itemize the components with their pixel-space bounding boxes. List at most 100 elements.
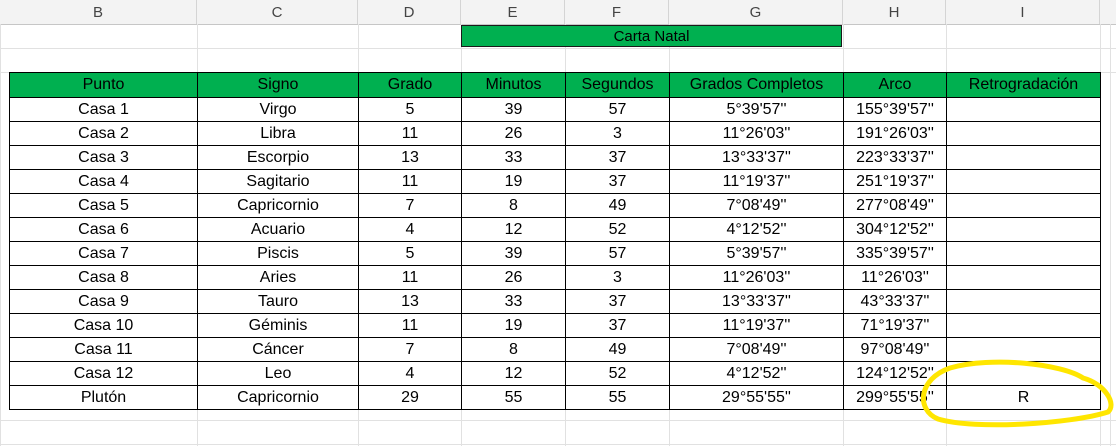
table-cell[interactable]: 5°39'57'' <box>669 97 844 122</box>
table-cell[interactable]: Acuario <box>197 217 359 242</box>
table-cell[interactable]: 33 <box>461 289 566 314</box>
table-cell[interactable] <box>946 169 1101 194</box>
table-cell[interactable]: Casa 11 <box>9 337 198 362</box>
table-cell[interactable]: 13°33'37'' <box>669 289 844 314</box>
table-cell[interactable]: 49 <box>565 337 670 362</box>
table-cell[interactable]: 12 <box>461 361 566 386</box>
table-cell[interactable]: 7 <box>358 337 462 362</box>
table-cell[interactable] <box>946 241 1101 266</box>
header-cell[interactable]: Minutos <box>461 72 566 98</box>
table-cell[interactable]: Casa 5 <box>9 193 198 218</box>
table-cell[interactable]: 335°39'57'' <box>843 241 947 266</box>
table-cell[interactable]: 11°19'37'' <box>669 313 844 338</box>
header-cell[interactable]: Retrogradación <box>946 72 1101 98</box>
table-cell[interactable]: 29°55'55'' <box>669 385 844 410</box>
table-cell[interactable]: 57 <box>565 97 670 122</box>
table-cell[interactable]: 4°12'52'' <box>669 361 844 386</box>
table-cell[interactable]: Escorpio <box>197 145 359 170</box>
column-header-h[interactable]: H <box>843 0 946 24</box>
title-cell[interactable]: Carta Natal <box>461 25 842 47</box>
table-cell[interactable] <box>946 217 1101 242</box>
table-cell[interactable]: 4 <box>358 217 462 242</box>
table-cell[interactable]: Capricornio <box>197 193 359 218</box>
table-cell[interactable]: 11 <box>358 313 462 338</box>
table-cell[interactable]: 37 <box>565 313 670 338</box>
table-cell[interactable]: Casa 2 <box>9 121 198 146</box>
table-cell[interactable]: Cáncer <box>197 337 359 362</box>
table-cell[interactable]: Aries <box>197 265 359 290</box>
table-cell[interactable]: 11 <box>358 169 462 194</box>
table-cell[interactable] <box>946 193 1101 218</box>
header-cell[interactable]: Grados Completos <box>669 72 844 98</box>
table-cell[interactable]: 11 <box>358 121 462 146</box>
table-cell[interactable]: Casa 7 <box>9 241 198 266</box>
table-cell[interactable]: 13 <box>358 145 462 170</box>
table-cell[interactable]: Virgo <box>197 97 359 122</box>
table-cell[interactable]: Casa 6 <box>9 217 198 242</box>
table-cell[interactable]: Casa 4 <box>9 169 198 194</box>
table-cell[interactable] <box>946 97 1101 122</box>
table-cell[interactable]: 5°39'57'' <box>669 241 844 266</box>
table-cell[interactable]: 97°08'49'' <box>843 337 947 362</box>
table-cell[interactable]: Casa 10 <box>9 313 198 338</box>
table-cell[interactable]: 4 <box>358 361 462 386</box>
table-cell[interactable]: Tauro <box>197 289 359 314</box>
column-header-b[interactable]: B <box>0 0 197 24</box>
table-cell[interactable]: 55 <box>461 385 566 410</box>
table-cell[interactable]: Casa 1 <box>9 97 198 122</box>
table-cell[interactable]: 3 <box>565 265 670 290</box>
table-cell[interactable]: 299°55'55'' <box>843 385 947 410</box>
table-cell[interactable]: 5 <box>358 97 462 122</box>
header-cell[interactable]: Segundos <box>565 72 670 98</box>
table-cell[interactable] <box>946 121 1101 146</box>
table-cell[interactable]: Leo <box>197 361 359 386</box>
table-cell[interactable]: 11°26'03'' <box>669 121 844 146</box>
table-cell[interactable]: Plutón <box>9 385 198 410</box>
table-cell[interactable]: 13 <box>358 289 462 314</box>
table-cell[interactable]: Casa 12 <box>9 361 198 386</box>
table-cell[interactable]: 155°39'57'' <box>843 97 947 122</box>
table-cell[interactable]: 33 <box>461 145 566 170</box>
table-cell[interactable] <box>946 337 1101 362</box>
table-cell[interactable]: 57 <box>565 241 670 266</box>
table-cell[interactable]: 11°26'03'' <box>669 265 844 290</box>
table-cell[interactable]: 223°33'37'' <box>843 145 947 170</box>
table-cell[interactable]: 13°33'37'' <box>669 145 844 170</box>
table-cell[interactable]: 29 <box>358 385 462 410</box>
header-cell[interactable]: Arco <box>843 72 947 98</box>
table-cell[interactable]: Capricornio <box>197 385 359 410</box>
table-cell[interactable]: 251°19'37'' <box>843 169 947 194</box>
table-cell[interactable]: Libra <box>197 121 359 146</box>
table-cell[interactable]: 7 <box>358 193 462 218</box>
column-header-g[interactable]: G <box>669 0 843 24</box>
table-cell[interactable]: 39 <box>461 241 566 266</box>
table-cell[interactable]: 277°08'49'' <box>843 193 947 218</box>
table-cell[interactable]: 39 <box>461 97 566 122</box>
table-cell[interactable]: 43°33'37'' <box>843 289 947 314</box>
table-cell[interactable]: 49 <box>565 193 670 218</box>
column-header-f[interactable]: F <box>565 0 669 24</box>
header-cell[interactable]: Punto <box>9 72 198 98</box>
table-cell[interactable] <box>946 313 1101 338</box>
column-header-c[interactable]: C <box>197 0 358 24</box>
table-cell[interactable]: 55 <box>565 385 670 410</box>
table-cell[interactable]: 8 <box>461 193 566 218</box>
table-cell[interactable] <box>946 361 1101 386</box>
table-cell[interactable]: Casa 8 <box>9 265 198 290</box>
table-cell[interactable]: 5 <box>358 241 462 266</box>
table-cell[interactable]: 37 <box>565 289 670 314</box>
table-cell[interactable] <box>946 265 1101 290</box>
table-cell[interactable]: 124°12'52'' <box>843 361 947 386</box>
table-cell[interactable]: 4°12'52'' <box>669 217 844 242</box>
table-cell[interactable]: Casa 9 <box>9 289 198 314</box>
column-header-e[interactable]: E <box>461 0 565 24</box>
table-cell[interactable]: 7°08'49'' <box>669 193 844 218</box>
table-cell[interactable]: 11 <box>358 265 462 290</box>
table-cell[interactable]: 191°26'03'' <box>843 121 947 146</box>
table-cell[interactable]: Géminis <box>197 313 359 338</box>
table-cell[interactable]: 52 <box>565 361 670 386</box>
header-cell[interactable]: Grado <box>358 72 462 98</box>
column-header-d[interactable]: D <box>358 0 461 24</box>
table-cell[interactable]: 37 <box>565 145 670 170</box>
table-cell[interactable]: Piscis <box>197 241 359 266</box>
